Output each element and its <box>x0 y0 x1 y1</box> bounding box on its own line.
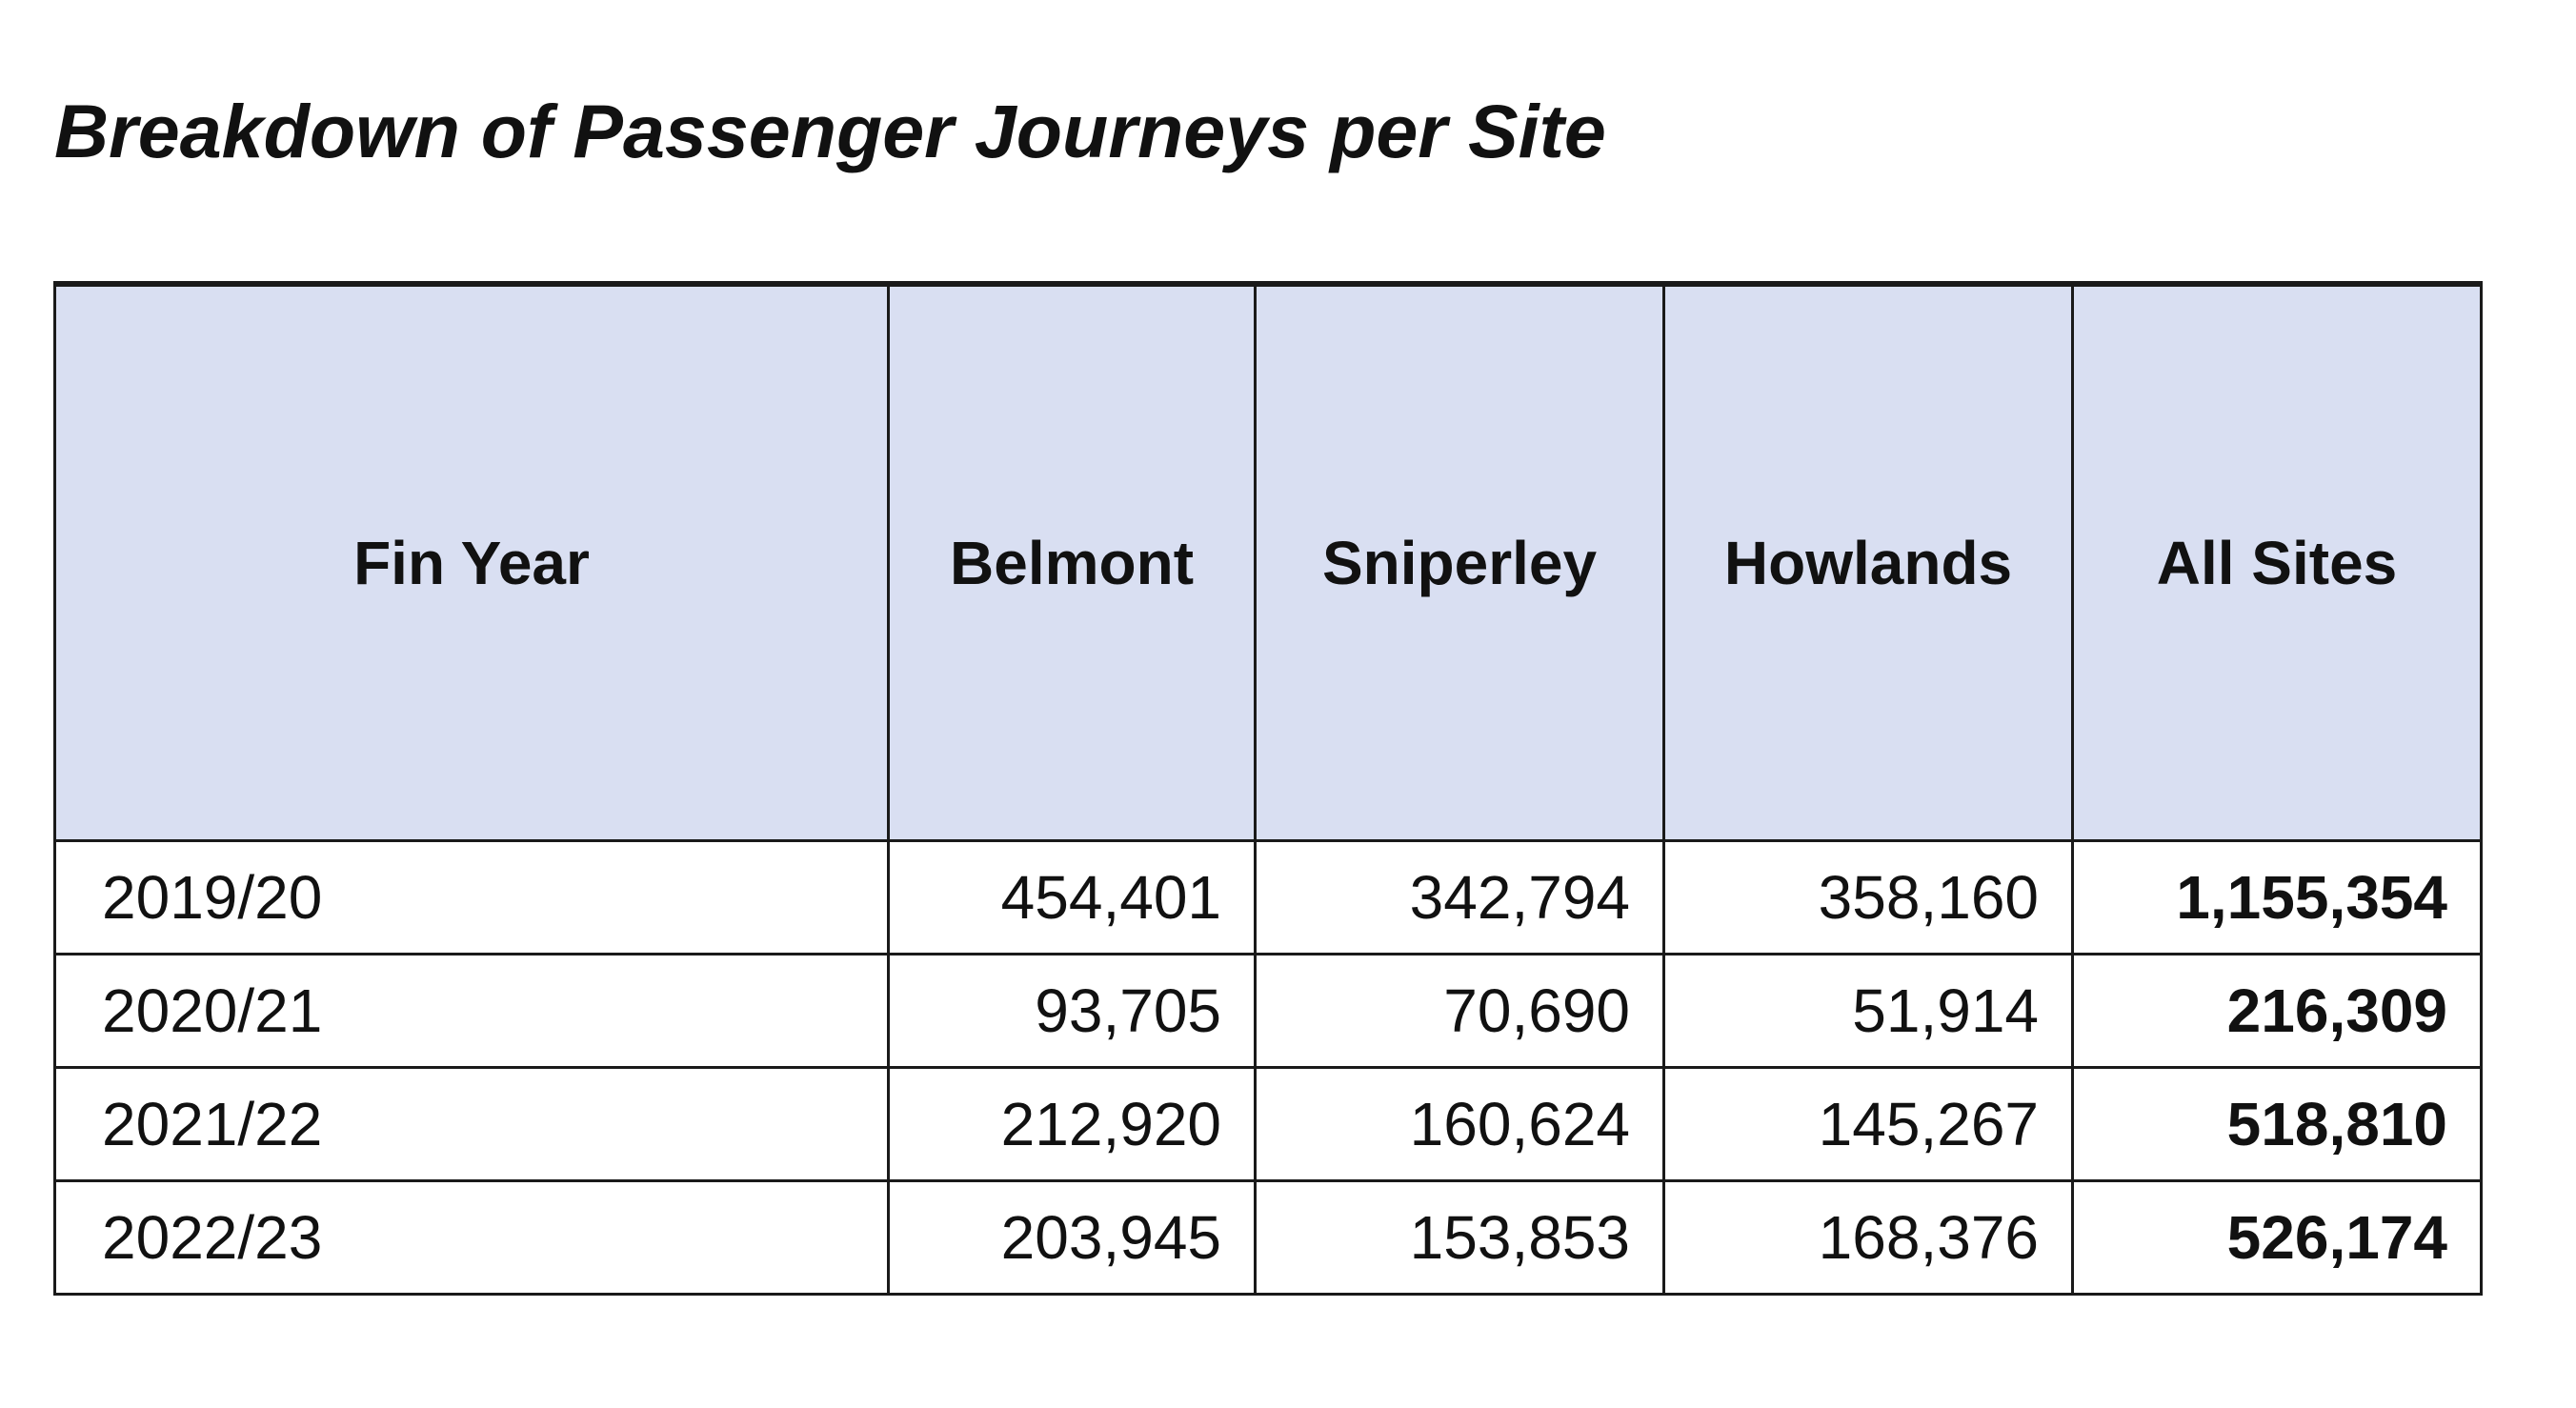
cell-belmont: 93,705 <box>887 953 1257 1069</box>
table-row: 2022/23 203,945 153,853 168,376 526,174 <box>53 1179 2483 1296</box>
cell-all-sites: 518,810 <box>2071 1066 2483 1182</box>
cell-sniperley: 342,794 <box>1254 839 1665 955</box>
cell-fin-year: 2019/20 <box>53 839 890 955</box>
table-row: 2020/21 93,705 70,690 51,914 216,309 <box>53 953 2483 1069</box>
cell-fin-year: 2020/21 <box>53 953 890 1069</box>
cell-fin-year: 2022/23 <box>53 1179 890 1296</box>
cell-howlands: 168,376 <box>1662 1179 2074 1296</box>
cell-howlands: 358,160 <box>1662 839 2074 955</box>
header-fin-year: Fin Year <box>53 281 890 842</box>
cell-sniperley: 160,624 <box>1254 1066 1665 1182</box>
header-all-sites: All Sites <box>2071 281 2483 842</box>
cell-belmont: 454,401 <box>887 839 1257 955</box>
cell-belmont: 203,945 <box>887 1179 1257 1296</box>
cell-sniperley: 70,690 <box>1254 953 1665 1069</box>
table-header-row: Fin Year Belmont Sniperley Howlands All … <box>53 281 2483 842</box>
header-sniperley: Sniperley <box>1254 281 1665 842</box>
page-title: Breakdown of Passenger Journeys per Site <box>54 89 1606 173</box>
cell-howlands: 145,267 <box>1662 1066 2074 1182</box>
cell-all-sites: 1,155,354 <box>2071 839 2483 955</box>
header-belmont: Belmont <box>887 281 1257 842</box>
header-howlands: Howlands <box>1662 281 2074 842</box>
cell-howlands: 51,914 <box>1662 953 2074 1069</box>
cell-belmont: 212,920 <box>887 1066 1257 1182</box>
cell-fin-year: 2021/22 <box>53 1066 890 1182</box>
passenger-journeys-table: Fin Year Belmont Sniperley Howlands All … <box>53 281 2483 1296</box>
cell-all-sites: 526,174 <box>2071 1179 2483 1296</box>
cell-all-sites: 216,309 <box>2071 953 2483 1069</box>
table-row: 2021/22 212,920 160,624 145,267 518,810 <box>53 1066 2483 1182</box>
table-row: 2019/20 454,401 342,794 358,160 1,155,35… <box>53 839 2483 955</box>
cell-sniperley: 153,853 <box>1254 1179 1665 1296</box>
